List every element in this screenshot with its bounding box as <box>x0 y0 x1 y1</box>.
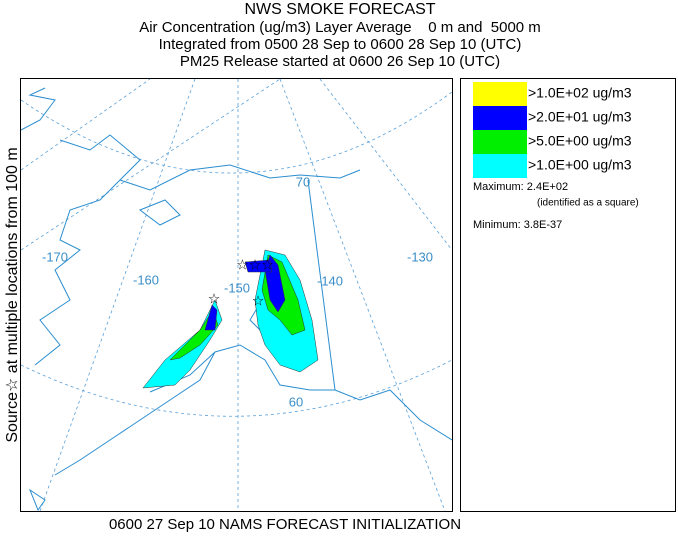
plume <box>169 309 219 361</box>
source-marker: ☆ <box>252 293 265 309</box>
graticule-label: -140 <box>317 273 343 288</box>
legend-max-note: (identified as a square) <box>537 198 639 209</box>
side-label: Source☆ at multiple locations from 100 m <box>4 147 21 442</box>
source-marker: ☆☆☆ <box>236 257 274 273</box>
meridian <box>39 79 196 511</box>
header-line: Integrated from 0500 28 Sep to 0600 28 S… <box>159 36 522 53</box>
legend-label: >5.0E+00 ug/m3 <box>528 133 632 149</box>
plume <box>142 299 223 389</box>
graticule-label: -130 <box>407 249 433 264</box>
legend-minimum: Minimum: 3.8E-37 <box>473 219 562 231</box>
graticule-label: -160 <box>133 272 159 287</box>
parallel <box>21 359 452 417</box>
source-marker: ☆ <box>208 291 221 307</box>
meridian <box>21 79 151 171</box>
header-line: PM25 Release started at 0600 26 Sep 10 (… <box>180 53 500 70</box>
plume <box>244 259 273 273</box>
graticule-label: 70 <box>296 174 310 189</box>
legend-swatch <box>473 130 527 154</box>
meridian <box>279 79 446 511</box>
footer: 0600 27 Sep 10 NAMS FORECAST INITIALIZAT… <box>109 516 461 533</box>
coastline <box>21 87 452 476</box>
legend-label: >1.0E+02 ug/m3 <box>528 85 632 101</box>
legend-swatch <box>473 154 527 178</box>
legend-swatch <box>473 82 527 106</box>
meridian <box>21 79 281 251</box>
header-line: Air Concentration (ug/m3) Layer Average … <box>139 19 541 36</box>
graticule-label: -170 <box>42 249 68 264</box>
title: NWS SMOKE FORECAST <box>244 1 435 18</box>
legend-label: >2.0E+01 ug/m3 <box>528 109 632 125</box>
legend-label: >1.0E+00 ug/m3 <box>528 157 632 173</box>
graticule-label: 60 <box>289 394 303 409</box>
plumes: ☆ ☆☆☆☆ <box>142 249 319 389</box>
island <box>28 199 181 511</box>
parallel <box>21 91 452 174</box>
plume <box>204 304 218 331</box>
map-frame <box>20 78 453 512</box>
legend-swatch <box>473 106 527 130</box>
graticule-label: -150 <box>224 280 250 295</box>
legend-frame <box>460 78 676 512</box>
legend: >1.0E+02 ug/m3 >2.0E+01 ug/m3 >5.0E+00 ug/… <box>473 82 632 178</box>
meridian <box>319 79 452 251</box>
legend-maximum: Maximum: 2.4E+02 <box>473 181 568 193</box>
